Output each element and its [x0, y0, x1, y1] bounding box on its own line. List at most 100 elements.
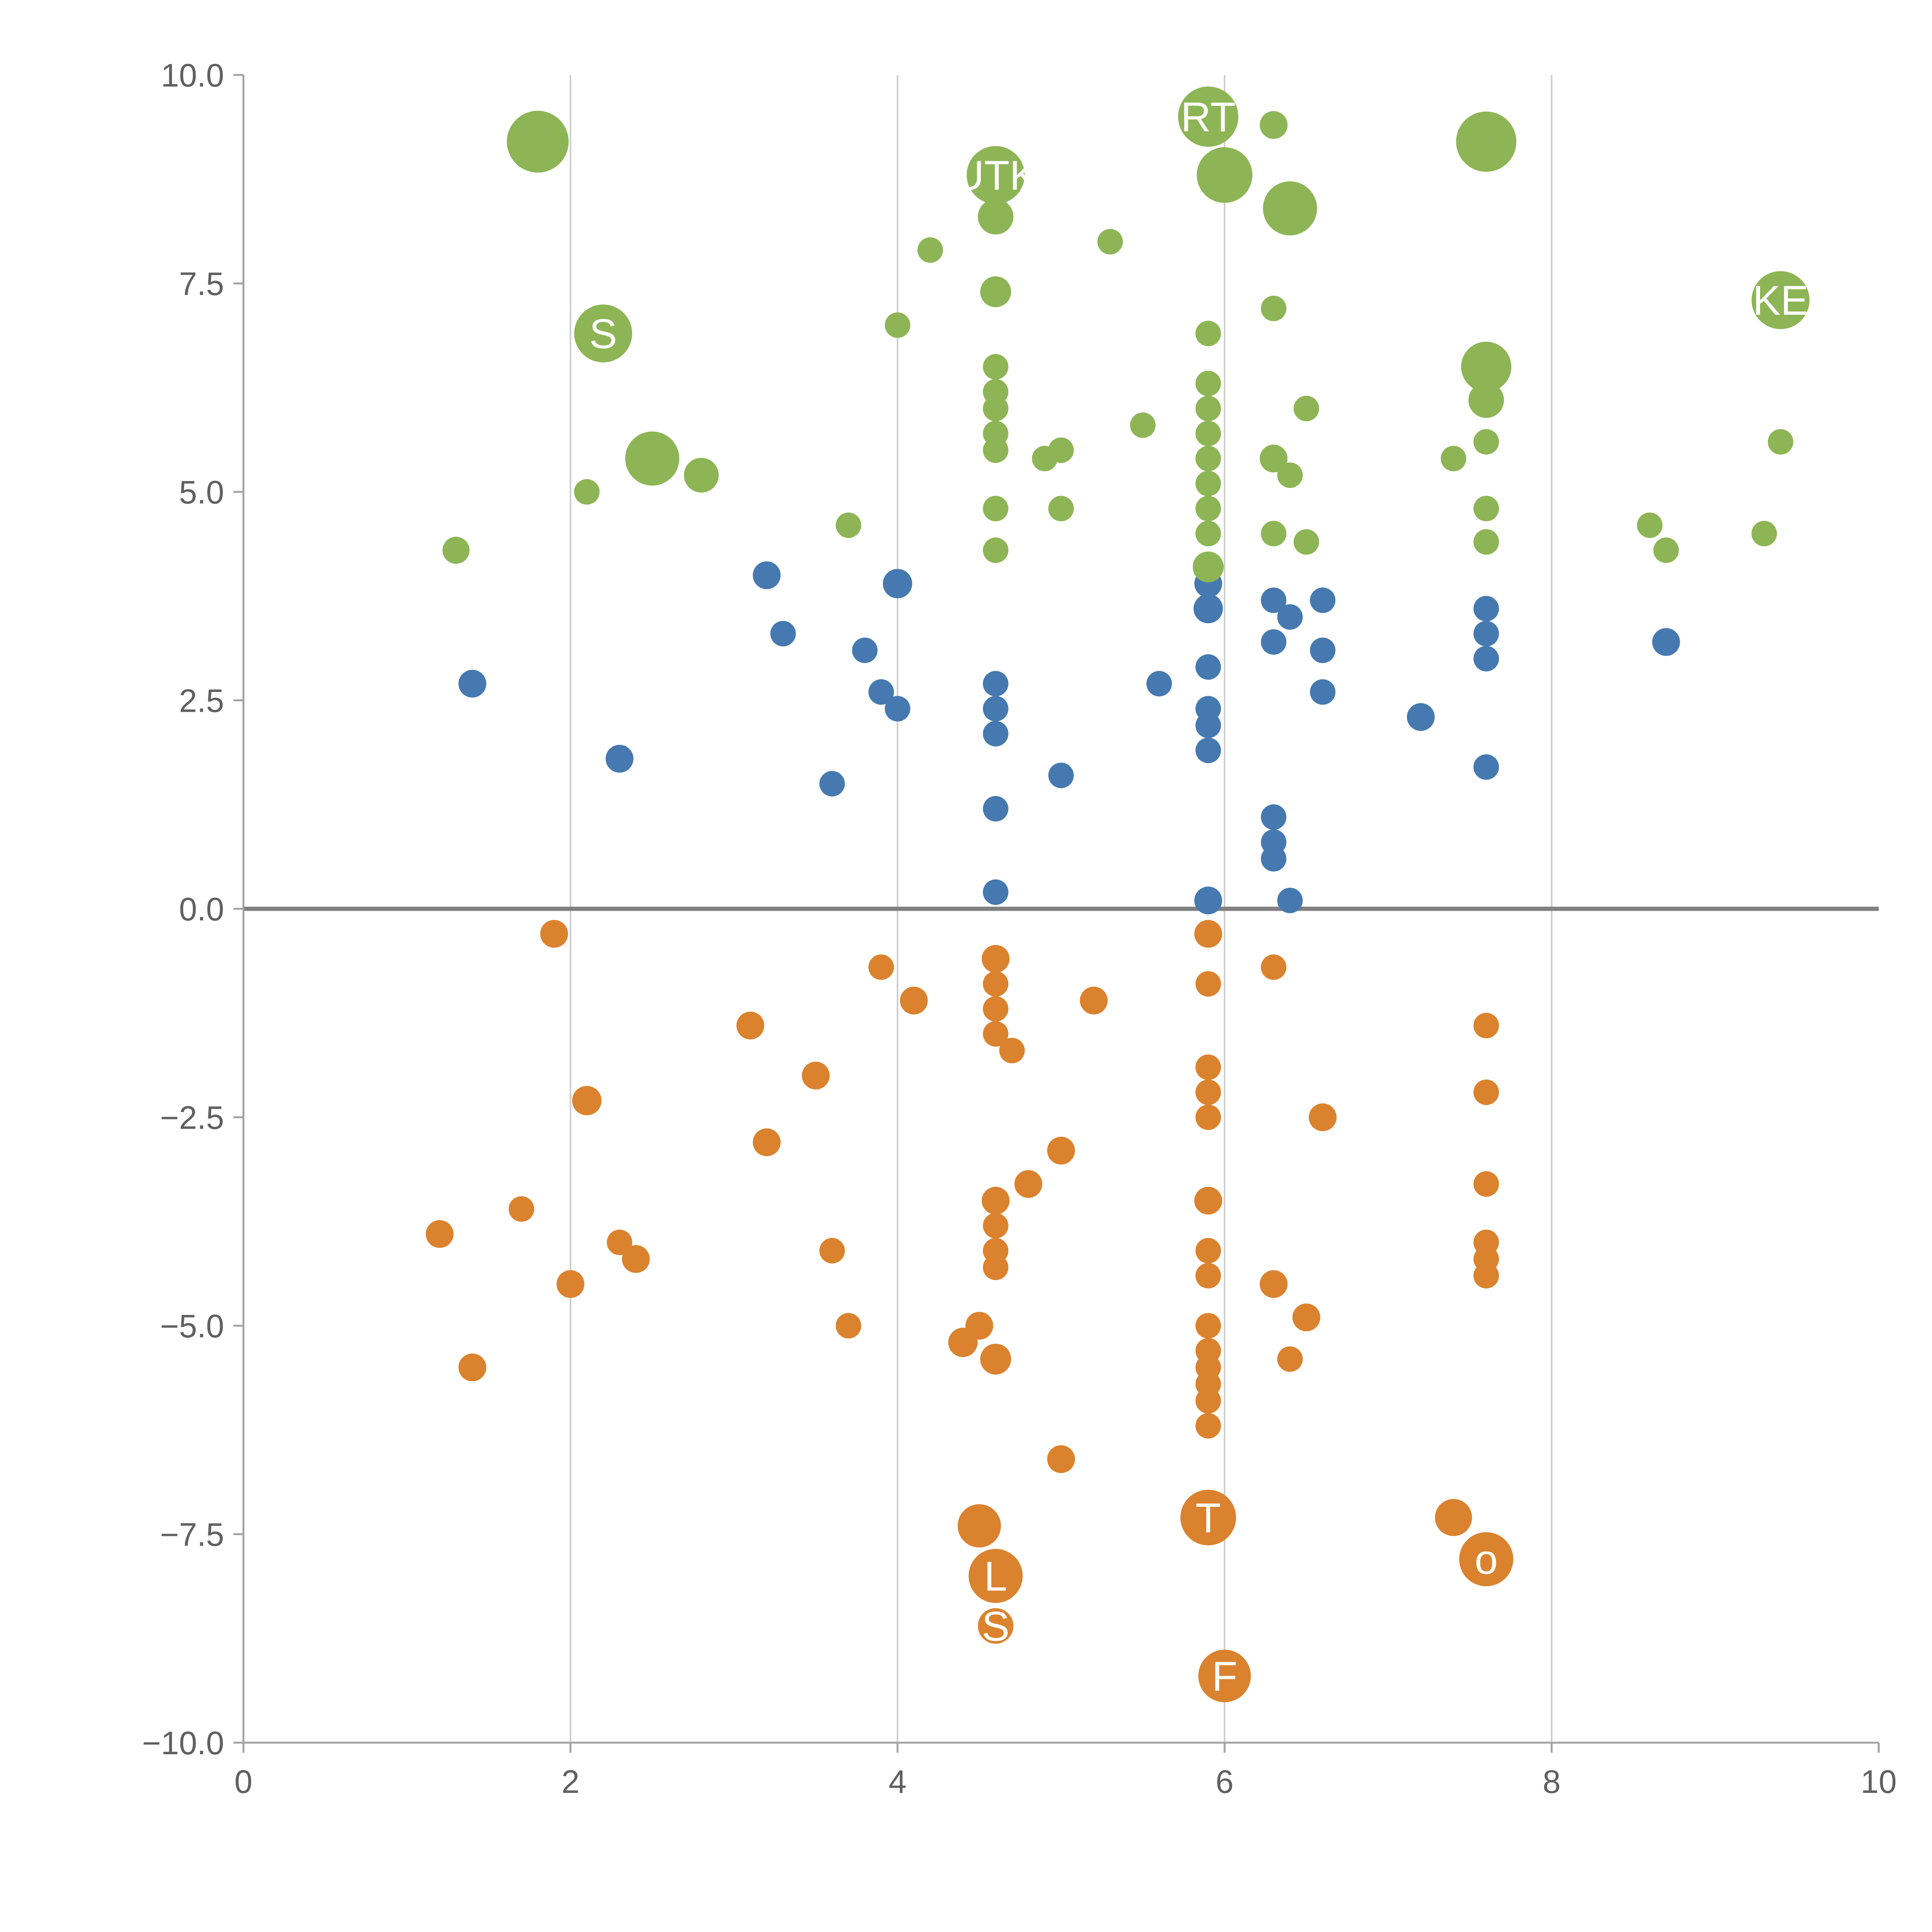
data-point	[1473, 1171, 1499, 1197]
data-point	[983, 396, 1009, 422]
data-point	[983, 496, 1009, 522]
data-point	[736, 1012, 764, 1040]
data-point	[1293, 396, 1319, 422]
data-point	[1195, 1079, 1221, 1105]
data-point	[868, 679, 894, 705]
data-point	[1197, 147, 1253, 203]
data-point	[983, 671, 1009, 697]
data-point	[1473, 429, 1499, 455]
data-point	[883, 569, 912, 599]
data-point	[1047, 1136, 1075, 1165]
data-point	[1473, 621, 1499, 646]
data-point	[1195, 496, 1221, 522]
data-point	[1637, 512, 1663, 538]
data-point	[819, 1238, 845, 1264]
data-point	[1194, 920, 1222, 948]
data-point	[1193, 594, 1223, 624]
data-point	[983, 696, 1009, 722]
data-point	[1194, 886, 1222, 915]
data-point	[1146, 671, 1172, 697]
data-point	[1473, 496, 1499, 522]
data-point	[917, 237, 943, 263]
data-point	[983, 1213, 1009, 1239]
data-point	[978, 1608, 1014, 1644]
data-point	[983, 1254, 1009, 1280]
data-point	[1310, 587, 1336, 613]
data-point	[983, 537, 1009, 563]
data-point	[957, 1504, 1001, 1548]
data-point	[1440, 446, 1466, 471]
data-point	[753, 1128, 781, 1156]
data-point	[1195, 371, 1221, 396]
data-point	[983, 721, 1009, 747]
x-tick-label: 0	[235, 1764, 253, 1800]
point-label: KE	[1753, 277, 1808, 324]
data-point	[835, 512, 861, 538]
data-point	[978, 199, 1014, 235]
data-point	[1260, 1270, 1288, 1298]
point-label: F	[1212, 1653, 1237, 1699]
data-point	[819, 771, 845, 797]
data-point	[884, 696, 910, 722]
data-point	[1260, 111, 1288, 139]
data-point	[1194, 1187, 1222, 1215]
data-point	[965, 1312, 993, 1340]
data-point	[983, 879, 1009, 905]
data-point	[540, 920, 568, 948]
x-tick-label: 8	[1543, 1764, 1561, 1800]
data-point	[884, 312, 910, 338]
data-point	[983, 437, 1009, 463]
point-label: RT	[1181, 94, 1236, 140]
data-point	[1195, 1238, 1221, 1264]
data-point	[1261, 846, 1287, 872]
data-point	[556, 1270, 585, 1298]
data-point	[1261, 629, 1287, 655]
data-point	[1435, 1499, 1472, 1536]
data-point	[1195, 520, 1221, 546]
data-point	[1195, 654, 1221, 680]
data-point	[572, 1086, 602, 1116]
y-tick-label: 5.0	[179, 474, 224, 510]
data-point	[684, 457, 719, 493]
data-point	[1130, 412, 1156, 438]
data-point	[1195, 1263, 1221, 1289]
data-point	[507, 111, 569, 173]
y-tick-label: −5.0	[160, 1308, 224, 1344]
data-point	[458, 1353, 486, 1381]
data-point	[1195, 396, 1221, 422]
data-point	[1261, 804, 1287, 830]
data-point	[835, 1313, 861, 1338]
data-point	[966, 146, 1025, 204]
data-point	[1263, 181, 1317, 236]
data-point	[1293, 529, 1319, 555]
data-point	[1473, 754, 1499, 780]
y-tick-label: 2.5	[179, 683, 224, 719]
data-point	[442, 537, 470, 564]
data-point	[980, 1344, 1011, 1375]
data-point	[1080, 986, 1108, 1015]
data-point	[1456, 111, 1517, 172]
data-point	[1195, 1054, 1221, 1080]
data-point	[1195, 1413, 1221, 1439]
data-point	[622, 1245, 650, 1273]
data-point	[1473, 596, 1499, 622]
y-tick-label: −2.5	[160, 1100, 224, 1136]
data-point	[1195, 971, 1221, 997]
data-point	[607, 1230, 633, 1255]
data-point	[1277, 888, 1303, 913]
data-point	[1652, 628, 1680, 656]
y-tick-label: 0.0	[179, 891, 224, 927]
data-point	[1195, 320, 1221, 346]
data-point	[1261, 520, 1287, 546]
data-point	[1407, 703, 1435, 731]
data-point	[1751, 520, 1777, 546]
x-tick-label: 6	[1216, 1764, 1234, 1800]
data-point	[1195, 446, 1221, 471]
data-point	[1047, 1445, 1075, 1473]
data-point	[1277, 1346, 1303, 1372]
y-tick-label: −10.0	[142, 1725, 224, 1761]
data-point	[1048, 762, 1074, 788]
data-point	[1261, 954, 1287, 980]
